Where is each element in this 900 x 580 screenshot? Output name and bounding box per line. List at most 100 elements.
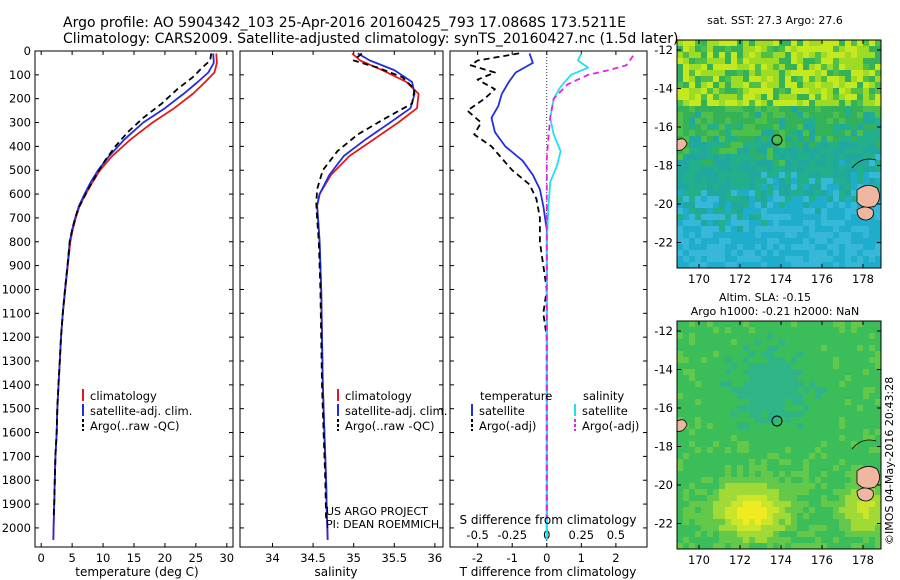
sla-map-cell bbox=[731, 525, 737, 531]
sla-map-cell bbox=[695, 441, 701, 447]
sst-map-cell bbox=[875, 208, 881, 214]
sst-map-cell bbox=[863, 220, 869, 226]
sla-map-cell bbox=[755, 471, 761, 477]
sst-map-cell bbox=[731, 208, 737, 214]
sla-map-cell bbox=[749, 423, 755, 429]
sst-map-cell bbox=[827, 124, 833, 130]
sst-map-cell bbox=[713, 94, 719, 100]
sst-map-cell bbox=[683, 82, 689, 88]
sla-map-cell bbox=[845, 435, 851, 441]
sst-map-cell bbox=[797, 202, 803, 208]
sla-map-cell bbox=[713, 369, 719, 375]
sla-map-cell bbox=[833, 417, 839, 423]
sla-map-cell bbox=[845, 501, 851, 507]
sst-map-cell bbox=[749, 106, 755, 112]
sst-map-cell bbox=[701, 100, 707, 106]
sla-map-cell bbox=[797, 333, 803, 339]
sst-map-cell bbox=[791, 262, 797, 268]
sla-map-cell bbox=[779, 531, 785, 537]
sst-map-cell bbox=[683, 184, 689, 190]
sst-map-cell bbox=[755, 220, 761, 226]
sla-map-cell bbox=[809, 441, 815, 447]
sla-map-cell bbox=[761, 471, 767, 477]
sst-map-cell bbox=[689, 262, 695, 268]
sst-map-cell bbox=[701, 196, 707, 202]
sst-map-cell bbox=[761, 244, 767, 250]
sla-map-cell bbox=[827, 423, 833, 429]
sla-map-cell bbox=[827, 495, 833, 501]
sst-map-cell bbox=[785, 142, 791, 148]
sst-map-cell bbox=[839, 190, 845, 196]
sst-map-cell bbox=[767, 58, 773, 64]
sst-map-cell bbox=[713, 46, 719, 52]
sla-map-cell bbox=[707, 495, 713, 501]
sst-map-cell bbox=[809, 196, 815, 202]
sst-map-cell bbox=[725, 58, 731, 64]
sla-map-cell bbox=[677, 369, 683, 375]
sst-map-cell bbox=[809, 70, 815, 76]
sst-map-cell bbox=[851, 220, 857, 226]
sst-map-cell bbox=[725, 226, 731, 232]
sla-map-cell bbox=[803, 471, 809, 477]
sla-map-cell bbox=[737, 471, 743, 477]
sla-map-cell bbox=[767, 357, 773, 363]
sla-map-cell bbox=[785, 513, 791, 519]
sla-map-cell bbox=[755, 441, 761, 447]
sla-map-cell bbox=[779, 411, 785, 417]
sst-map-cell bbox=[725, 184, 731, 190]
sla-map-cell bbox=[689, 339, 695, 345]
sst-map-cell bbox=[767, 178, 773, 184]
sst-map-cell bbox=[677, 202, 683, 208]
sla-map-cell bbox=[821, 393, 827, 399]
sst-map-cell bbox=[737, 136, 743, 142]
sla-map-cell bbox=[743, 501, 749, 507]
sst-map-cell bbox=[707, 70, 713, 76]
sst-map-cell bbox=[785, 262, 791, 268]
sla-map-cell bbox=[743, 345, 749, 351]
sla-map-cell bbox=[791, 381, 797, 387]
sst-map-cell bbox=[761, 166, 767, 172]
sla-map-cell bbox=[827, 339, 833, 345]
sla-map-cell bbox=[857, 537, 863, 543]
sst-map-cell bbox=[815, 166, 821, 172]
sla-map-cell bbox=[791, 537, 797, 543]
sla-map-cell bbox=[827, 399, 833, 405]
sla-map-cell bbox=[833, 351, 839, 357]
sla-map-cell bbox=[713, 351, 719, 357]
sst-map-cell bbox=[683, 130, 689, 136]
sla-map-cell bbox=[689, 513, 695, 519]
sla-map-cell bbox=[827, 411, 833, 417]
sst-map-cell bbox=[803, 244, 809, 250]
sst-map-cell bbox=[773, 88, 779, 94]
sla-map-cell bbox=[863, 405, 869, 411]
sst-map-cell bbox=[689, 94, 695, 100]
sst-map-cell bbox=[809, 154, 815, 160]
sst-map-cell bbox=[755, 244, 761, 250]
sla-map-cell bbox=[773, 405, 779, 411]
sla-map-cell bbox=[737, 381, 743, 387]
sla-map-cell bbox=[785, 531, 791, 537]
sla-map-cell bbox=[875, 333, 881, 339]
sla-map-cell bbox=[749, 405, 755, 411]
sla-map-cell bbox=[791, 465, 797, 471]
sst-map-cell bbox=[875, 88, 881, 94]
sla-map-cell bbox=[749, 447, 755, 453]
sst-map-cell bbox=[791, 208, 797, 214]
sst-map-cell bbox=[785, 94, 791, 100]
sla-map-cell bbox=[719, 471, 725, 477]
sst-map-cell bbox=[683, 208, 689, 214]
sla-map-cell bbox=[761, 369, 767, 375]
sst-map-cell bbox=[791, 52, 797, 58]
sla-map-cell bbox=[815, 459, 821, 465]
sla-map-cell bbox=[749, 357, 755, 363]
sst-map-cell bbox=[821, 124, 827, 130]
sla-map-cell bbox=[803, 537, 809, 543]
sla-map-cell bbox=[719, 513, 725, 519]
sla-map-cell bbox=[713, 333, 719, 339]
sla-map-cell bbox=[689, 417, 695, 423]
sla-map-cell bbox=[707, 381, 713, 387]
sst-map-cell bbox=[845, 112, 851, 118]
sst-map-cell bbox=[863, 112, 869, 118]
sst-map-cell bbox=[701, 190, 707, 196]
sst-map-cell bbox=[749, 100, 755, 106]
